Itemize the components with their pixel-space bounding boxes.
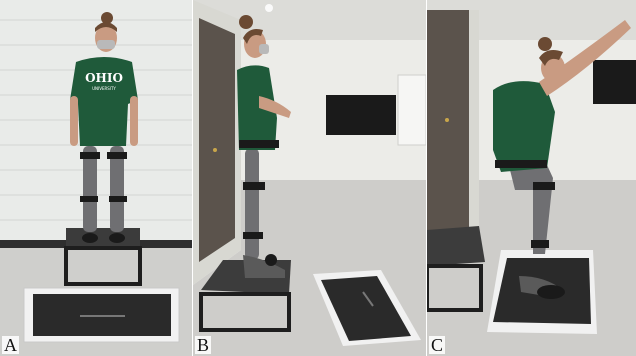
panel-c-label: C <box>429 335 446 355</box>
panel-a-photo: OHIO UNIVERSITY <box>0 0 192 356</box>
shirt-text-sub: UNIVERSITY <box>92 86 116 91</box>
shirt-text-main: OHIO <box>85 71 123 85</box>
panel-b-photo <box>193 0 426 356</box>
panel-a: OHIO UNIVERSITY A <box>0 0 192 356</box>
panel-c-photo <box>427 0 636 356</box>
panel-c: C <box>427 0 636 356</box>
panel-b: B <box>193 0 426 356</box>
panel-b-label: B <box>195 335 212 355</box>
panel-a-label: A <box>2 335 19 355</box>
